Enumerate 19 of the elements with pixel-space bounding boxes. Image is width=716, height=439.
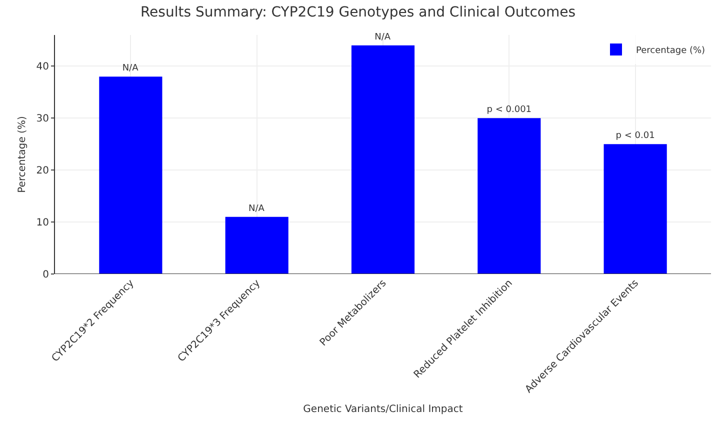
legend-label: Percentage (%) xyxy=(636,46,706,56)
chart-title: Results Summary: CYP2C19 Genotypes and Clinical Outcomes xyxy=(140,4,576,20)
bar xyxy=(478,118,541,274)
x-axis-title: Genetic Variants/Clinical Impact xyxy=(303,404,463,415)
bar xyxy=(99,76,162,274)
y-axis-title: Percentage (%) xyxy=(17,116,28,193)
bar xyxy=(225,216,288,274)
y-tick-label: 10 xyxy=(36,218,49,229)
data-label: N/A xyxy=(122,64,140,74)
data-label: N/A xyxy=(374,32,392,42)
data-label: N/A xyxy=(248,204,266,214)
y-tick-label: 20 xyxy=(36,166,49,177)
data-label: p < 0.001 xyxy=(486,105,532,116)
bar xyxy=(351,45,415,274)
data-label: p < 0.01 xyxy=(616,131,655,142)
y-tick-label: 0 xyxy=(42,270,49,280)
y-tick-label: 30 xyxy=(36,114,49,125)
bar xyxy=(604,144,667,274)
y-tick-label: 40 xyxy=(36,62,49,73)
